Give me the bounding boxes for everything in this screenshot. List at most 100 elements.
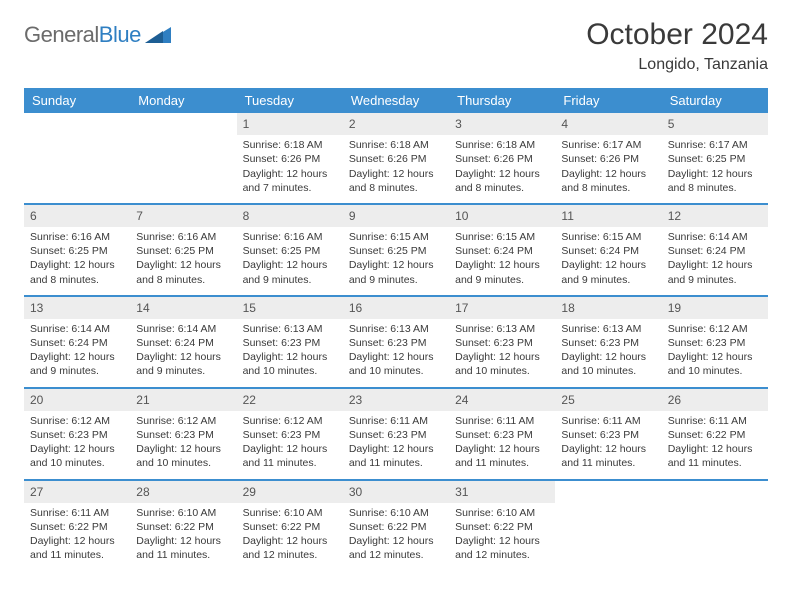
sunrise-text: Sunrise: 6:18 AM xyxy=(455,138,549,152)
sunset-text: Sunset: 6:23 PM xyxy=(455,336,549,350)
daylight-line1: Daylight: 12 hours xyxy=(668,258,762,272)
calendar-week-row: 20Sunrise: 6:12 AMSunset: 6:23 PMDayligh… xyxy=(24,388,768,480)
sunset-text: Sunset: 6:23 PM xyxy=(668,336,762,350)
day-body: Sunrise: 6:11 AMSunset: 6:22 PMDaylight:… xyxy=(662,411,768,479)
weekday-header-row: Sunday Monday Tuesday Wednesday Thursday… xyxy=(24,88,768,113)
daylight-line1: Daylight: 12 hours xyxy=(561,167,655,181)
daylight-line2: and 9 minutes. xyxy=(243,273,337,287)
daylight-line1: Daylight: 12 hours xyxy=(136,442,230,456)
calendar-day-cell: 24Sunrise: 6:11 AMSunset: 6:23 PMDayligh… xyxy=(449,388,555,480)
calendar-table: Sunday Monday Tuesday Wednesday Thursday… xyxy=(24,88,768,570)
day-body: Sunrise: 6:17 AMSunset: 6:25 PMDaylight:… xyxy=(662,135,768,203)
sunrise-text: Sunrise: 6:11 AM xyxy=(349,414,443,428)
sunrise-text: Sunrise: 6:17 AM xyxy=(561,138,655,152)
daylight-line1: Daylight: 12 hours xyxy=(243,258,337,272)
day-body: Sunrise: 6:17 AMSunset: 6:26 PMDaylight:… xyxy=(555,135,661,203)
day-number: 24 xyxy=(449,389,555,411)
title-block: October 2024 Longido, Tanzania xyxy=(586,18,768,74)
sunrise-text: Sunrise: 6:11 AM xyxy=(455,414,549,428)
sunset-text: Sunset: 6:22 PM xyxy=(243,520,337,534)
sunset-text: Sunset: 6:23 PM xyxy=(561,428,655,442)
calendar-day-cell: 2Sunrise: 6:18 AMSunset: 6:26 PMDaylight… xyxy=(343,113,449,204)
daylight-line2: and 8 minutes. xyxy=(561,181,655,195)
calendar-day-cell: 7Sunrise: 6:16 AMSunset: 6:25 PMDaylight… xyxy=(130,204,236,296)
brand-text: GeneralBlue xyxy=(24,22,141,48)
sunrise-text: Sunrise: 6:18 AM xyxy=(349,138,443,152)
calendar-day-cell: 11Sunrise: 6:15 AMSunset: 6:24 PMDayligh… xyxy=(555,204,661,296)
daylight-line2: and 12 minutes. xyxy=(349,548,443,562)
calendar-day-cell: 14Sunrise: 6:14 AMSunset: 6:24 PMDayligh… xyxy=(130,296,236,388)
daylight-line1: Daylight: 12 hours xyxy=(349,167,443,181)
triangle-icon xyxy=(145,25,171,48)
sunrise-text: Sunrise: 6:10 AM xyxy=(243,506,337,520)
day-body: Sunrise: 6:14 AMSunset: 6:24 PMDaylight:… xyxy=(662,227,768,295)
sunset-text: Sunset: 6:24 PM xyxy=(561,244,655,258)
day-number: 23 xyxy=(343,389,449,411)
calendar-day-cell: 3Sunrise: 6:18 AMSunset: 6:26 PMDaylight… xyxy=(449,113,555,204)
calendar-day-cell: . xyxy=(555,480,661,571)
daylight-line1: Daylight: 12 hours xyxy=(349,258,443,272)
daylight-line1: Daylight: 12 hours xyxy=(561,350,655,364)
daylight-line2: and 7 minutes. xyxy=(243,181,337,195)
calendar-day-cell: 1Sunrise: 6:18 AMSunset: 6:26 PMDaylight… xyxy=(237,113,343,204)
sunset-text: Sunset: 6:24 PM xyxy=(668,244,762,258)
calendar-day-cell: 15Sunrise: 6:13 AMSunset: 6:23 PMDayligh… xyxy=(237,296,343,388)
daylight-line2: and 12 minutes. xyxy=(243,548,337,562)
daylight-line2: and 10 minutes. xyxy=(561,364,655,378)
day-number: 5 xyxy=(662,113,768,135)
sunrise-text: Sunrise: 6:10 AM xyxy=(455,506,549,520)
daylight-line2: and 11 minutes. xyxy=(561,456,655,470)
sunrise-text: Sunrise: 6:11 AM xyxy=(561,414,655,428)
sunrise-text: Sunrise: 6:14 AM xyxy=(136,322,230,336)
calendar-day-cell: 19Sunrise: 6:12 AMSunset: 6:23 PMDayligh… xyxy=(662,296,768,388)
day-number: 18 xyxy=(555,297,661,319)
day-number: 12 xyxy=(662,205,768,227)
day-number: 22 xyxy=(237,389,343,411)
sunset-text: Sunset: 6:23 PM xyxy=(136,428,230,442)
calendar-day-cell: 17Sunrise: 6:13 AMSunset: 6:23 PMDayligh… xyxy=(449,296,555,388)
day-number: 20 xyxy=(24,389,130,411)
day-number: 16 xyxy=(343,297,449,319)
sunrise-text: Sunrise: 6:16 AM xyxy=(243,230,337,244)
calendar-day-cell: 25Sunrise: 6:11 AMSunset: 6:23 PMDayligh… xyxy=(555,388,661,480)
daylight-line2: and 9 minutes. xyxy=(561,273,655,287)
sunset-text: Sunset: 6:22 PM xyxy=(30,520,124,534)
sunrise-text: Sunrise: 6:13 AM xyxy=(561,322,655,336)
calendar-day-cell: . xyxy=(130,113,236,204)
day-number: 9 xyxy=(343,205,449,227)
day-number: 10 xyxy=(449,205,555,227)
sunrise-text: Sunrise: 6:14 AM xyxy=(30,322,124,336)
sunset-text: Sunset: 6:22 PM xyxy=(136,520,230,534)
sunset-text: Sunset: 6:23 PM xyxy=(243,336,337,350)
sunrise-text: Sunrise: 6:10 AM xyxy=(136,506,230,520)
day-number: 29 xyxy=(237,481,343,503)
day-number: 1 xyxy=(237,113,343,135)
daylight-line2: and 10 minutes. xyxy=(455,364,549,378)
daylight-line2: and 8 minutes. xyxy=(668,181,762,195)
daylight-line1: Daylight: 12 hours xyxy=(455,442,549,456)
sunset-text: Sunset: 6:22 PM xyxy=(455,520,549,534)
sunrise-text: Sunrise: 6:17 AM xyxy=(668,138,762,152)
sunset-text: Sunset: 6:26 PM xyxy=(561,152,655,166)
sunset-text: Sunset: 6:25 PM xyxy=(349,244,443,258)
day-body: Sunrise: 6:18 AMSunset: 6:26 PMDaylight:… xyxy=(343,135,449,203)
day-number: 30 xyxy=(343,481,449,503)
sunrise-text: Sunrise: 6:12 AM xyxy=(668,322,762,336)
sunset-text: Sunset: 6:22 PM xyxy=(668,428,762,442)
calendar-day-cell: 31Sunrise: 6:10 AMSunset: 6:22 PMDayligh… xyxy=(449,480,555,571)
sunset-text: Sunset: 6:26 PM xyxy=(349,152,443,166)
calendar-day-cell: 13Sunrise: 6:14 AMSunset: 6:24 PMDayligh… xyxy=(24,296,130,388)
sunrise-text: Sunrise: 6:14 AM xyxy=(668,230,762,244)
calendar-day-cell: 5Sunrise: 6:17 AMSunset: 6:25 PMDaylight… xyxy=(662,113,768,204)
day-number: 15 xyxy=(237,297,343,319)
sunset-text: Sunset: 6:26 PM xyxy=(243,152,337,166)
sunrise-text: Sunrise: 6:15 AM xyxy=(455,230,549,244)
sunrise-text: Sunrise: 6:13 AM xyxy=(243,322,337,336)
sunset-text: Sunset: 6:26 PM xyxy=(455,152,549,166)
sunrise-text: Sunrise: 6:11 AM xyxy=(668,414,762,428)
day-body: Sunrise: 6:14 AMSunset: 6:24 PMDaylight:… xyxy=(130,319,236,387)
calendar-day-cell: 30Sunrise: 6:10 AMSunset: 6:22 PMDayligh… xyxy=(343,480,449,571)
day-body: Sunrise: 6:10 AMSunset: 6:22 PMDaylight:… xyxy=(343,503,449,571)
daylight-line1: Daylight: 12 hours xyxy=(668,350,762,364)
calendar-day-cell: 12Sunrise: 6:14 AMSunset: 6:24 PMDayligh… xyxy=(662,204,768,296)
